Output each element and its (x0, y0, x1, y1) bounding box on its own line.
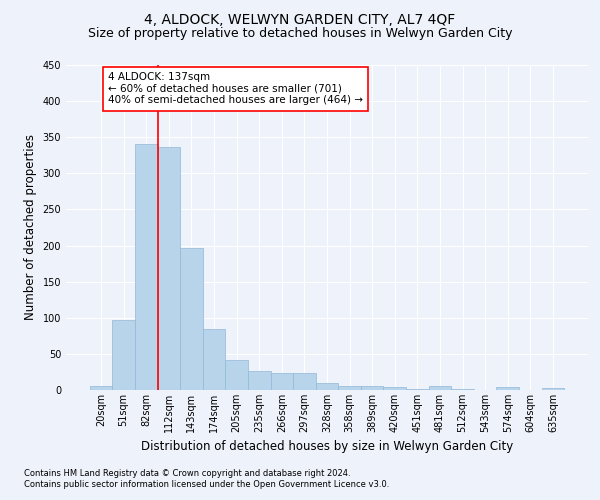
X-axis label: Distribution of detached houses by size in Welwyn Garden City: Distribution of detached houses by size … (141, 440, 513, 454)
Bar (203, 328, 226, 390)
Bar (428, 386, 451, 390)
Bar (90, 386, 112, 390)
Bar (158, 146, 180, 390)
Bar (293, 372, 316, 390)
Bar (135, 144, 158, 390)
Y-axis label: Number of detached properties: Number of detached properties (24, 134, 37, 320)
Bar (248, 370, 271, 390)
Text: Contains public sector information licensed under the Open Government Licence v3: Contains public sector information licen… (24, 480, 389, 489)
Bar (226, 360, 248, 390)
Bar (496, 387, 519, 390)
Text: Size of property relative to detached houses in Welwyn Garden City: Size of property relative to detached ho… (88, 28, 512, 40)
Bar (383, 387, 406, 390)
Bar (316, 383, 338, 390)
Bar (406, 388, 428, 390)
Bar (271, 372, 293, 390)
Text: 4 ALDOCK: 137sqm
← 60% of detached houses are smaller (701)
40% of semi-detached: 4 ALDOCK: 137sqm ← 60% of detached house… (108, 72, 363, 106)
Bar (338, 386, 361, 390)
Text: 4, ALDOCK, WELWYN GARDEN CITY, AL7 4QF: 4, ALDOCK, WELWYN GARDEN CITY, AL7 4QF (145, 12, 455, 26)
Bar (542, 388, 564, 390)
Bar (361, 386, 383, 390)
Bar (180, 248, 203, 390)
Text: Contains HM Land Registry data © Crown copyright and database right 2024.: Contains HM Land Registry data © Crown c… (24, 468, 350, 477)
Bar (112, 320, 135, 390)
